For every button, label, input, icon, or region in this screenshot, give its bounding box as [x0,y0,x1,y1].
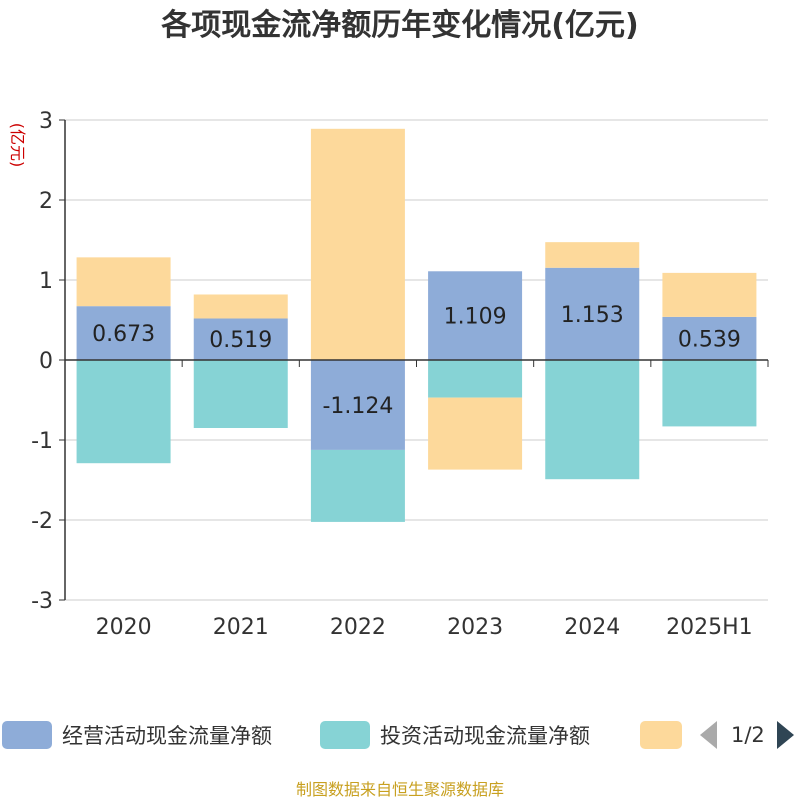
legend-label-investing: 投资活动现金流量净额 [380,724,590,748]
legend-pager: 1/2 [700,718,794,752]
legend-item-financing[interactable] [640,718,692,752]
bar-series2 [662,360,757,427]
bar-series3 [193,294,288,319]
bar-series3 [428,397,523,470]
chart-title: 各项现金流净额历年变化情况(亿元) [161,8,639,43]
stacked-bar-chart: 3 2 1 0 -1 -2 -3 2020 2021 2022 2023 2024 2025H1 (亿元)… [8,109,769,640]
x-tick-label: 2020 [96,615,152,640]
bar-series1 [76,306,171,360]
grid-lines [65,119,768,601]
data-label: -1.124 [322,394,393,419]
x-tick-label: 2023 [447,615,503,640]
bar-series2 [193,360,288,428]
bar-series1 [428,271,523,360]
pager-prev-icon[interactable] [700,721,717,749]
bar-series3 [76,257,171,307]
y-tick-label: 3 [39,109,53,134]
x-tick-label: 2022 [330,615,386,640]
pager-next-icon[interactable] [776,721,794,749]
legend-item-investing[interactable]: 投资活动现金流量净额 [320,718,590,752]
bar-series1 [662,316,757,360]
y-tick-label: -1 [31,429,53,454]
legend-swatch-investing [320,721,370,749]
legend-item-operating[interactable]: 经营活动现金流量净额 [2,718,272,752]
data-label: 1.153 [561,303,624,328]
bar-series3 [545,242,640,268]
data-label: 1.109 [444,305,507,330]
axes: 3 2 1 0 -1 -2 -3 2020 2021 2022 2023 2024 2025H1 (亿元) [8,109,769,640]
legend-swatch-operating [2,721,52,749]
data-labels: 0.673 0.519 -1.124 1.109 1.153 0.539 [92,303,741,419]
y-tick-label: 1 [39,269,53,294]
y-tick-label: -2 [31,509,53,534]
y-axis-label: (亿元) [8,123,27,168]
bars [76,128,757,522]
legend: 经营活动现金流量净额 投资活动现金流量净额 [0,718,800,752]
x-tick-label: 2025H1 [666,615,753,640]
bar-series2 [310,449,405,522]
bar-series1 [310,360,405,450]
legend-label-operating: 经营活动现金流量净额 [62,724,272,748]
data-label: 0.673 [92,322,155,347]
x-tick-label: 2024 [564,615,620,640]
pager-text: 1/2 [731,723,765,747]
bar-series3 [310,128,405,360]
y-tick-label: 0 [39,349,53,374]
y-tick-label: 2 [39,189,53,214]
bar-series2 [76,360,171,464]
legend-swatch-financing [640,721,682,749]
data-source: 制图数据来自恒生聚源数据库 [295,780,504,799]
bar-series1 [193,318,288,360]
data-label: 0.539 [678,327,741,352]
bar-series2 [545,360,640,480]
x-tick-label: 2021 [213,615,269,640]
bar-series1 [545,267,640,360]
y-tick-label: -3 [31,589,53,614]
data-label: 0.519 [209,328,272,353]
bar-series2 [428,360,523,398]
bar-series3 [662,272,757,317]
